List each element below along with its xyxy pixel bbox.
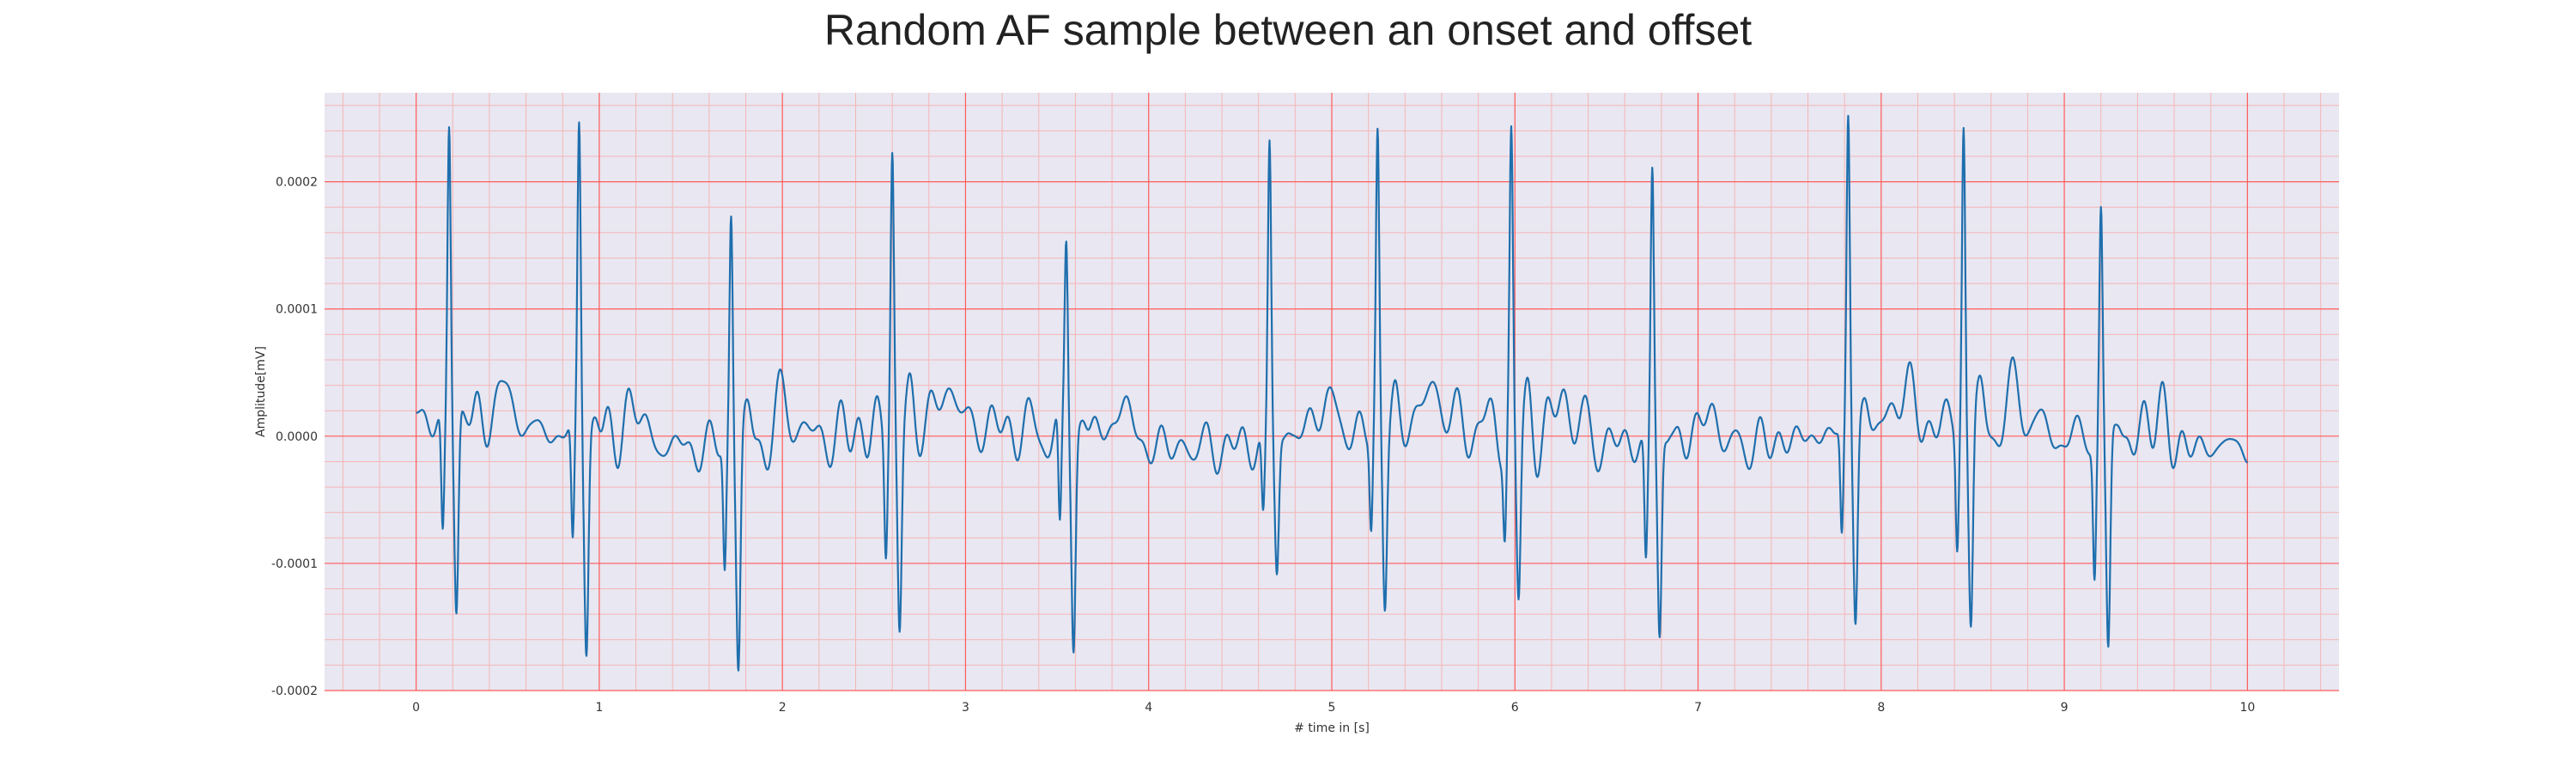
x-tick-label: 8 xyxy=(1877,701,1885,715)
x-axis-label: # time in [s] xyxy=(1294,721,1370,735)
x-tick-label: 2 xyxy=(779,701,787,715)
x-tick-label: 0 xyxy=(412,701,420,715)
x-tick-label: 6 xyxy=(1511,701,1519,715)
x-tick-label: 10 xyxy=(2239,701,2255,715)
chart-title: Random AF sample between an onset and of… xyxy=(823,6,1753,54)
ecg-signal-line xyxy=(416,114,2248,672)
y-tick-label: -0.0002 xyxy=(271,685,318,698)
y-tick-label: 0.0001 xyxy=(276,303,318,317)
x-tick-label: 5 xyxy=(1328,701,1336,715)
y-tick-label: -0.0001 xyxy=(271,557,318,571)
x-tick-label: 7 xyxy=(1694,701,1702,715)
x-axis-ticks: 0 1 2 3 4 5 6 7 8 9 10 xyxy=(412,701,2255,715)
x-tick-label: 1 xyxy=(595,701,603,715)
x-tick-label: 3 xyxy=(962,701,969,715)
x-tick-label: 9 xyxy=(2061,701,2069,715)
y-axis-label: Amplitude[mV] xyxy=(254,346,268,437)
x-tick-label: 4 xyxy=(1145,701,1152,715)
y-tick-label: 0.0000 xyxy=(276,430,318,444)
y-axis-ticks: -0.0002 -0.0001 0.0000 0.0001 0.0002 xyxy=(271,176,318,698)
y-tick-label: 0.0002 xyxy=(276,176,318,190)
